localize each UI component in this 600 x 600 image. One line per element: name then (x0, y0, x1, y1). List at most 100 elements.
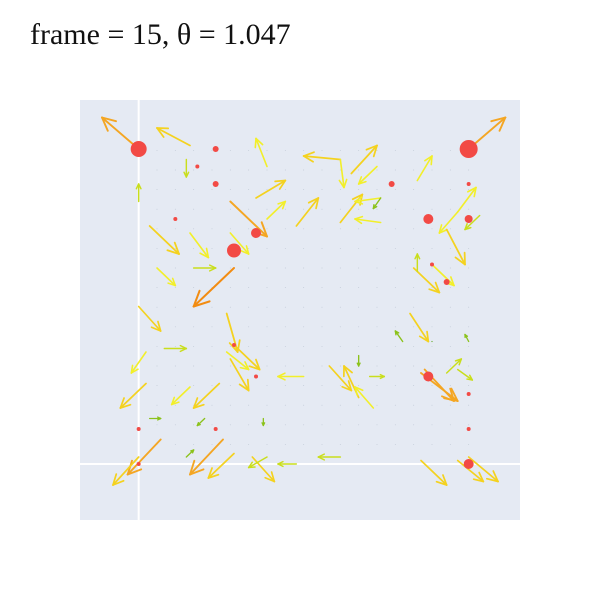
arrow-head (354, 200, 364, 205)
vector-arrow (185, 449, 195, 458)
grid-dot (376, 345, 378, 347)
grid-dot (431, 306, 433, 308)
grid-dot (284, 287, 286, 289)
arrow-shaft (438, 211, 459, 234)
arrow-head (341, 385, 353, 392)
arrow-head (357, 180, 367, 185)
vector-arrow (356, 354, 361, 367)
grid-dot (394, 208, 396, 210)
grid-dot (156, 169, 158, 171)
arrow-head (170, 396, 176, 406)
grid-dot (394, 365, 396, 367)
vector-arrow (119, 382, 147, 409)
arrow-shaft (126, 438, 162, 476)
grid-dot (229, 149, 231, 151)
grid-dot (413, 365, 415, 367)
grid-dot (413, 404, 415, 406)
grid-dot (449, 287, 451, 289)
grid-dot (376, 169, 378, 171)
arrow-shaft (130, 351, 147, 374)
grid-dot (321, 443, 323, 445)
arrow-head (119, 403, 132, 409)
grid-dot (174, 267, 176, 269)
grid-dot (431, 424, 433, 426)
vector-arrow (445, 228, 466, 266)
grid-dot (394, 385, 396, 387)
grid-dot (174, 208, 176, 210)
arrow-head (428, 288, 441, 294)
grid-dot (248, 169, 250, 171)
grid-dot (468, 208, 470, 210)
arrow-head (244, 361, 250, 371)
grid-dot (358, 404, 360, 406)
arrow-shaft (445, 358, 463, 374)
arrow-head (277, 375, 286, 381)
arrow-shaft (456, 186, 477, 213)
vector-arrow (372, 197, 382, 210)
arrow-head (430, 155, 433, 166)
grid-dot (303, 424, 305, 426)
grid-dot (358, 326, 360, 328)
grid-dot (266, 345, 268, 347)
vector-arrow (183, 158, 190, 178)
grid-dot (193, 326, 195, 328)
grid-dot (156, 424, 158, 426)
grid-dot (248, 306, 250, 308)
data-point (136, 427, 141, 431)
grid-dot (431, 169, 433, 171)
arrow-shaft (266, 200, 287, 220)
data-point (173, 217, 178, 221)
grid-dot (174, 326, 176, 328)
vector-arrow (467, 456, 499, 483)
grid-dot (431, 404, 433, 406)
grid-dot (174, 247, 176, 249)
grid-dot (376, 228, 378, 230)
grid-dot (449, 424, 451, 426)
grid-dot (174, 385, 176, 387)
vector-arrow (137, 305, 162, 332)
grid-dot (449, 228, 451, 230)
vector-arrow (354, 196, 382, 205)
arrow-head (274, 179, 287, 183)
grid-dot (193, 424, 195, 426)
data-point (227, 243, 241, 258)
data-point (466, 427, 471, 431)
grid-dot (358, 267, 360, 269)
grid-dot (284, 326, 286, 328)
grid-dot (376, 189, 378, 191)
grid-dot (449, 189, 451, 191)
vector-arrow (101, 116, 140, 150)
grid-dot (358, 149, 360, 151)
data-point (212, 181, 219, 187)
vector-arrow (247, 456, 268, 469)
grid-dot (413, 228, 415, 230)
grid-dot (156, 385, 158, 387)
grid-dot (284, 267, 286, 269)
grid-dot (156, 149, 158, 151)
arrow-head (490, 116, 507, 123)
data-point (466, 392, 471, 396)
grid-dot (193, 228, 195, 230)
data-point (136, 462, 141, 466)
grid-dot (303, 228, 305, 230)
grid-dot (248, 404, 250, 406)
grid-dot (449, 365, 451, 367)
grid-dot (376, 306, 378, 308)
data-point (232, 343, 236, 347)
arrow-head (270, 471, 276, 483)
grid-dot (321, 247, 323, 249)
grid-dot (413, 345, 415, 347)
grid-dot (468, 189, 470, 191)
data-point (466, 182, 471, 186)
arrow-head (347, 380, 353, 392)
grid-dot (339, 365, 341, 367)
grid-dot (413, 208, 415, 210)
grid-dot (248, 424, 250, 426)
grid-dot (394, 424, 396, 426)
grid-dot (321, 267, 323, 269)
arrow-shaft (295, 197, 320, 227)
grid-dot (266, 326, 268, 328)
arrow-shaft (467, 456, 499, 483)
grid-dot (339, 306, 341, 308)
arrow-head (207, 473, 220, 479)
